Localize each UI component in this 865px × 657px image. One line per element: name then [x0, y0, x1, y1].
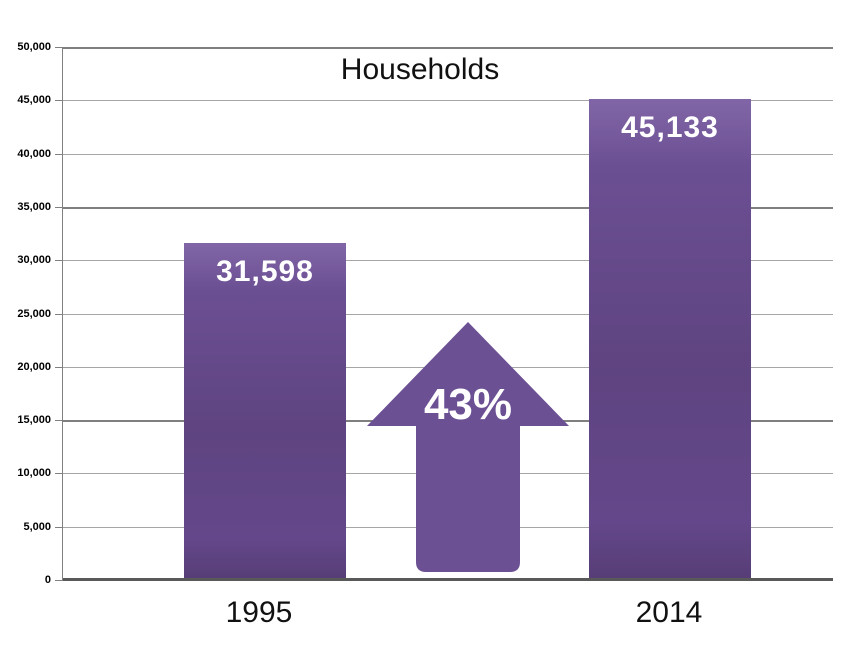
x-label-1995: 1995: [225, 596, 293, 629]
y-axis-tick: [55, 580, 63, 581]
gridline: [63, 260, 833, 261]
y-axis-tick: [55, 420, 63, 421]
y-axis-tick: [55, 260, 63, 261]
x-axis-line: [63, 578, 833, 581]
y-axis-tick: [55, 47, 63, 48]
y-axis-tick: [55, 154, 63, 155]
y-tick-label: 5,000: [23, 521, 51, 533]
increase-arrow-icon: [367, 322, 569, 572]
y-tick-label: 0: [44, 574, 51, 586]
x-label-2014: 2014: [635, 596, 703, 629]
gridline: [63, 154, 833, 155]
y-tick-label: 20,000: [17, 361, 51, 373]
y-tick-label: 30,000: [17, 254, 51, 266]
y-axis-tick: [55, 207, 63, 208]
y-axis-tick: [55, 314, 63, 315]
y-axis-tick: [55, 527, 63, 528]
bar-2014: 45,133: [589, 99, 751, 580]
y-tick-label: 50,000: [17, 41, 51, 53]
gridline: [63, 314, 833, 315]
y-tick-label: 15,000: [17, 414, 51, 426]
gridline: [63, 100, 833, 101]
plot-area: 50,000 45,000 40,000 35,000 30,000 25,000 20,0…: [17, 41, 833, 586]
y-axis-tick: [55, 367, 63, 368]
y-tick-label: 40,000: [17, 148, 51, 160]
chart-title: Households: [340, 53, 500, 86]
arrow-percent-label: 43%: [423, 380, 513, 429]
bar-value-label-2014: 45,133: [621, 111, 719, 144]
y-tick-label: 35,000: [17, 201, 51, 213]
y-axis-tick: [55, 473, 63, 474]
bar-1995: 31,598: [184, 243, 346, 580]
y-tick-label: 10,000: [17, 467, 51, 479]
y-tick-label: 45,000: [17, 94, 51, 106]
gridline: [63, 47, 833, 49]
gridline: [63, 207, 833, 209]
y-tick-label: 25,000: [17, 308, 51, 320]
bar-value-label-1995: 31,598: [216, 255, 314, 288]
y-axis-tick: [55, 100, 63, 101]
